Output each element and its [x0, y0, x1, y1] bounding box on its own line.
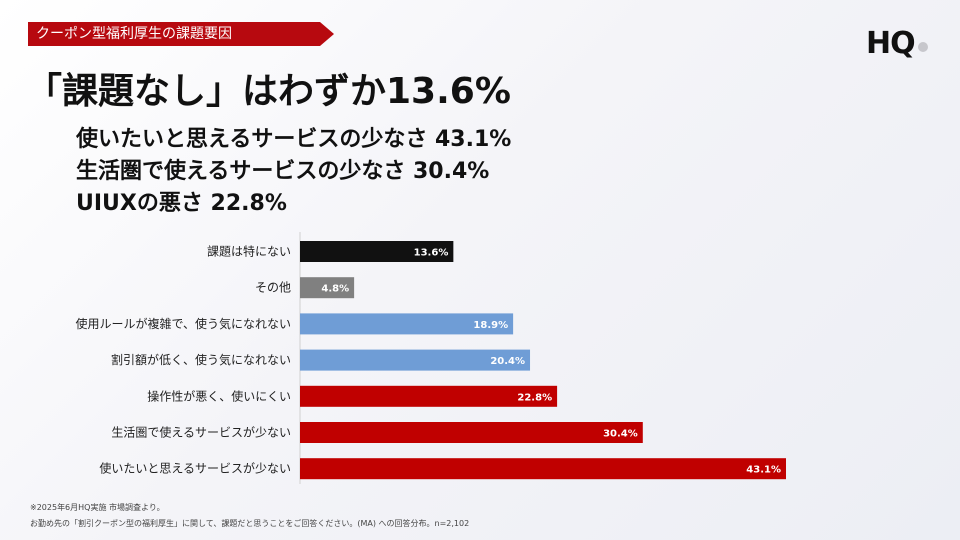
data-label: 30.4%	[603, 429, 638, 440]
category-label: 使用ルールが複雑で、使う気になれない	[75, 316, 291, 331]
footnote-source: ※2025年6月HQ実施 市場調査より。	[30, 503, 165, 512]
data-label: 18.9%	[473, 320, 508, 331]
headline: 「課題なし」はわずか13.6%	[26, 71, 511, 112]
category-label: 課題は特にない	[207, 244, 291, 259]
bar	[300, 458, 786, 480]
bar	[300, 349, 531, 371]
category-label: その他	[255, 281, 291, 295]
data-label: 22.8%	[517, 392, 552, 403]
category-label: 操作性が悪く、使いにくい	[147, 388, 291, 403]
data-label: 13.6%	[414, 248, 449, 259]
data-label: 43.1%	[746, 465, 781, 476]
key-point: 使いたいと思えるサービスの少なさ 43.1%	[76, 127, 512, 152]
bar-chart: 課題は特にない 13.6% その他 4.8% 使用ルールが複雑で、使う気になれない 18.…	[75, 232, 786, 484]
key-point: UIUXの悪さ 22.8%	[76, 191, 287, 216]
bar	[300, 385, 558, 407]
bar	[300, 241, 454, 262]
key-point: 生活圏で使えるサービスの少なさ 30.4%	[76, 159, 490, 184]
footnote-question: お勤め先の「割引クーポン型の福利厚生」に関して、課題だと思うことをご回答ください…	[30, 519, 470, 528]
category-label: 使いたいと思えるサービスが少ない	[99, 461, 291, 476]
hq-logo: HQ	[866, 26, 916, 61]
section-tag: クーポン型福利厚生の課題要因	[28, 22, 334, 46]
footnotes: ※2025年6月HQ実施 市場調査より。 お勤め先の「割引クーポン型の福利厚生」…	[30, 500, 469, 532]
logo-dot-icon	[918, 42, 928, 52]
bar	[300, 313, 514, 335]
data-label: 4.8%	[321, 284, 349, 295]
category-label: 割引額が低く、使う気になれない	[111, 352, 291, 367]
data-label: 20.4%	[490, 356, 525, 367]
key-points: 使いたいと思えるサービスの少なさ 43.1% 生活圏で使えるサービスの少なさ 3…	[76, 124, 511, 220]
bar	[300, 277, 355, 299]
bar	[300, 422, 643, 443]
section-tag-label: クーポン型福利厚生の課題要因	[36, 26, 232, 42]
category-label: 生活圏で使えるサービスが少ない	[111, 425, 291, 440]
